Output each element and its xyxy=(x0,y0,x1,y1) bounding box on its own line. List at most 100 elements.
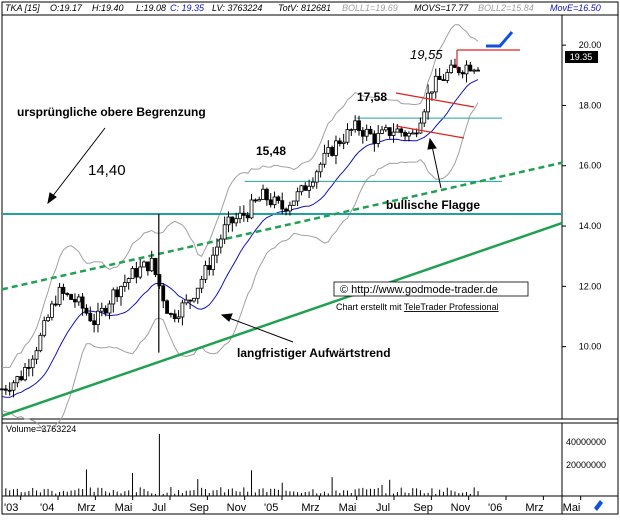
label-level-1955: 19,55 xyxy=(410,47,443,62)
candle-body xyxy=(69,294,73,300)
candle-body xyxy=(38,334,43,352)
x-tick-label: '04 xyxy=(40,502,54,514)
candle-body xyxy=(195,287,200,299)
candle-body xyxy=(383,127,388,131)
x-tick-label: Nov xyxy=(451,502,471,514)
candle-body xyxy=(26,367,31,369)
candle-body xyxy=(318,163,323,173)
candle-body xyxy=(445,72,450,81)
candle-body xyxy=(345,129,350,143)
candle-body xyxy=(368,128,373,135)
x-tick-label: Mrz xyxy=(525,502,543,514)
candles xyxy=(0,58,480,398)
candle-body xyxy=(249,199,254,219)
candle-body xyxy=(410,132,415,135)
candle-body xyxy=(284,208,288,212)
candle-body xyxy=(407,132,411,137)
candle-body xyxy=(176,316,181,319)
header-total-volume: TotV: 812681 xyxy=(278,3,331,13)
candle-body xyxy=(3,388,8,391)
x-tick-label: Nov xyxy=(227,502,247,514)
bollinger-bands xyxy=(1,24,479,433)
arrow-flag xyxy=(431,145,442,189)
x-tick-label: Mrz xyxy=(77,502,95,514)
label-upper-boundary: ursprüngliche obere Begrenzung xyxy=(17,105,206,119)
volume-bars xyxy=(1,433,479,496)
candle-body xyxy=(184,299,189,304)
volume-label: Volume=3763224 xyxy=(6,424,76,434)
candle-body xyxy=(387,127,392,136)
arrow-upper-boundary xyxy=(51,127,106,198)
candle-body xyxy=(53,303,58,306)
candle-body xyxy=(61,286,66,294)
candle-body xyxy=(218,238,223,248)
copyright-text: © http://www.godmode-trader.de xyxy=(340,284,498,296)
credit-link[interactable]: TeleTrader Professional xyxy=(404,302,499,312)
candle-body xyxy=(30,358,35,369)
candle-body xyxy=(326,147,331,154)
candle-body xyxy=(122,282,127,287)
candle-body xyxy=(357,120,361,131)
candle-body xyxy=(192,297,196,302)
candle-body xyxy=(142,261,146,268)
x-tick-label: '05 xyxy=(264,502,278,514)
y-tick-label: 10.00 xyxy=(579,342,602,352)
candle-body xyxy=(134,268,139,278)
last-price-tag: 19.35 xyxy=(565,51,598,63)
candle-body xyxy=(149,257,154,272)
candle-body xyxy=(34,350,39,360)
volume-panel xyxy=(1,422,563,497)
candle-body xyxy=(234,218,239,224)
candle-body xyxy=(441,79,446,82)
bollinger-lower xyxy=(1,102,479,433)
candle-body xyxy=(92,320,97,326)
candle-body xyxy=(230,216,235,224)
candle-body xyxy=(261,188,265,200)
flag-lower-line xyxy=(395,125,465,139)
candle-body xyxy=(433,75,438,93)
y-tick-label: 18.00 xyxy=(579,100,602,110)
arrow-upper-boundary-head xyxy=(47,192,57,205)
candle-body xyxy=(456,67,461,73)
candle-body xyxy=(460,72,465,75)
candle-body xyxy=(107,303,112,314)
x-tick-label: Mai xyxy=(563,502,581,514)
x-tick-label: Sep xyxy=(413,502,433,514)
candle-body xyxy=(50,303,54,318)
candle-body xyxy=(334,140,338,156)
candle-body xyxy=(295,191,300,202)
candle-body xyxy=(264,188,269,201)
candle-body xyxy=(299,185,304,193)
volume-axis xyxy=(561,422,619,497)
label-level-1440: 14,40 xyxy=(88,162,126,179)
candle-body xyxy=(322,152,327,165)
x-tick-label: '03 xyxy=(4,502,18,514)
candle-body xyxy=(380,129,384,134)
candle-body xyxy=(257,199,262,202)
y-tick-label: 14.00 xyxy=(579,221,602,231)
trendline-long-term xyxy=(1,221,563,418)
credits: © http://www.godmode-trader.de Chart ers… xyxy=(333,281,529,312)
annotations: ursprüngliche obere Begrenzung 14,40 15,… xyxy=(17,47,480,360)
candle-body xyxy=(288,204,292,212)
candle-body xyxy=(84,307,89,314)
y-tick-label: 12.00 xyxy=(579,281,602,291)
candle-body xyxy=(272,196,277,206)
price-axis xyxy=(561,14,619,420)
draw-tool-icon[interactable] xyxy=(594,500,603,511)
candle-body xyxy=(464,64,469,75)
price-panel xyxy=(1,14,563,420)
candle-body xyxy=(430,91,434,94)
candle-body xyxy=(215,246,219,256)
header-close: C: 19.35 xyxy=(170,3,205,13)
credit-prefix: Chart erstellt mit xyxy=(336,302,404,312)
candle-body xyxy=(180,302,185,318)
candle-body xyxy=(111,289,116,305)
candle-body xyxy=(96,310,100,326)
candle-body xyxy=(161,285,166,302)
candle-body xyxy=(188,299,192,302)
trendline-upper-boundary xyxy=(1,161,563,291)
x-tick-label: Sep xyxy=(189,502,209,514)
corner-box xyxy=(561,495,619,515)
